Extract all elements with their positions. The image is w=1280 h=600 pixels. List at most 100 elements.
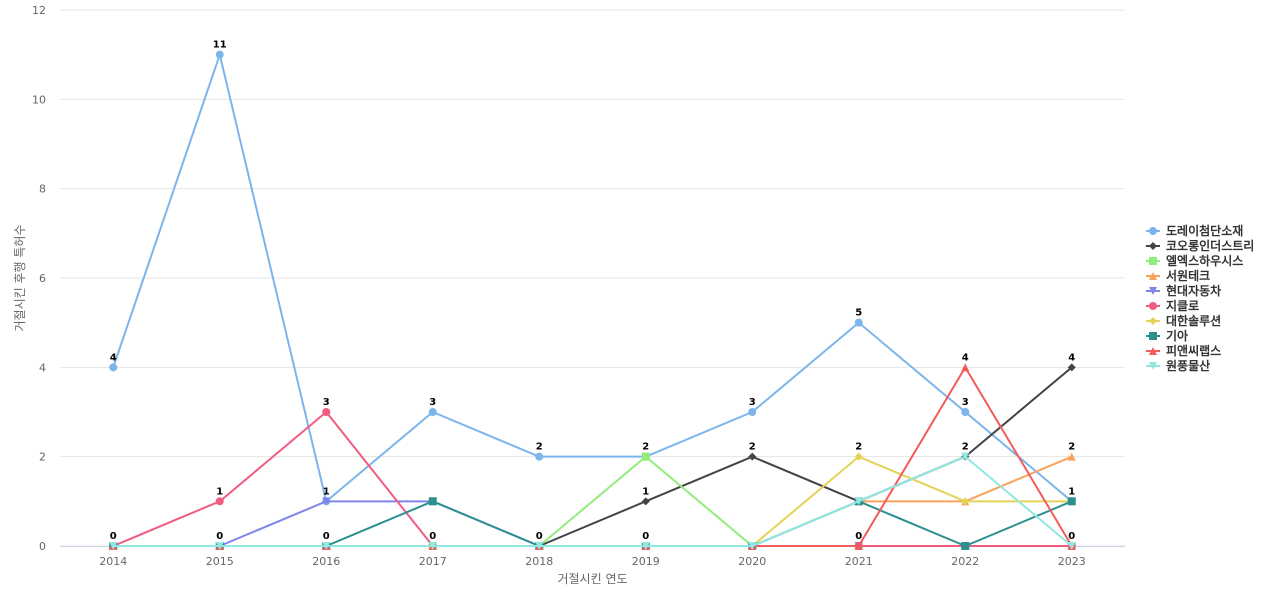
- legend: 도레이첨단소재코오롱인더스트리엘엑스하우시스서원테크현대자동차지클로대한솔루션기…: [1146, 223, 1254, 373]
- legend-label: 기아: [1166, 328, 1188, 343]
- data-point: [961, 497, 970, 506]
- legend-marker: [1149, 302, 1157, 310]
- legend-marker: [1149, 347, 1157, 355]
- data-label: 2: [642, 442, 649, 453]
- data-point: [854, 542, 863, 550]
- y-tick-label: 2: [39, 451, 46, 464]
- x-tick-label: 2016: [312, 555, 340, 568]
- data-label: 2: [1068, 442, 1075, 453]
- data-point: [641, 497, 650, 506]
- x-tick-label: 2017: [419, 555, 447, 568]
- legend-item[interactable]: 도레이첨단소재: [1146, 223, 1243, 238]
- gridlines: [60, 9, 1125, 547]
- data-point: [109, 542, 118, 550]
- legend-item[interactable]: 원풍물산: [1146, 358, 1210, 373]
- data-label: 2: [536, 442, 543, 453]
- y-tick-label: 0: [39, 540, 46, 553]
- legend-marker: [1149, 362, 1157, 370]
- x-axis-ticks: 2014 2015 2016 2017 2018 2019 2020 2021 2022 2023: [99, 555, 1086, 568]
- series-lines: [109, 50, 1076, 550]
- data-point: [322, 542, 331, 550]
- x-tick-label: 2014: [99, 555, 127, 568]
- legend-label: 원풍물산: [1166, 358, 1210, 373]
- data-point: [854, 318, 863, 327]
- legend-marker: [1149, 272, 1157, 280]
- x-tick-label: 2018: [525, 555, 553, 568]
- legend-item[interactable]: 엘엑스하우시스: [1146, 253, 1243, 268]
- data-label: 4: [1068, 352, 1075, 363]
- data-label: 0: [642, 531, 649, 542]
- legend-label: 현대자동차: [1166, 283, 1221, 298]
- data-point: [322, 408, 331, 416]
- data-point: [961, 363, 970, 372]
- data-point: [961, 452, 970, 461]
- data-point: [748, 542, 757, 550]
- series-line: [112, 53, 1073, 503]
- data-label: 5: [855, 308, 862, 319]
- legend-item[interactable]: 기아: [1146, 328, 1188, 343]
- data-point: [1067, 363, 1076, 372]
- data-label: 0: [110, 531, 117, 542]
- data-point: [428, 408, 437, 416]
- data-point: [428, 542, 437, 550]
- data-label: 2: [855, 442, 862, 453]
- y-axis-ticks: 0 2 4 6 8 10 12: [32, 4, 46, 553]
- data-point: [215, 497, 224, 506]
- data-point: [535, 452, 544, 461]
- data-label: 1: [323, 486, 330, 497]
- y-axis-title: 거절시킨 후행 특허수: [12, 225, 27, 332]
- data-label: 1: [1068, 486, 1075, 497]
- data-point: [641, 542, 650, 550]
- y-tick-label: 8: [39, 183, 46, 196]
- x-tick-label: 2019: [632, 555, 660, 568]
- data-point: [1067, 542, 1076, 550]
- data-label: 0: [536, 531, 543, 542]
- legend-item[interactable]: 코오롱인더스트리: [1146, 238, 1254, 253]
- data-label: 0: [855, 531, 862, 542]
- x-tick-label: 2021: [845, 555, 873, 568]
- data-label: 3: [962, 397, 969, 408]
- legend-marker: [1149, 332, 1157, 340]
- data-point: [854, 497, 863, 506]
- legend-marker: [1149, 242, 1157, 250]
- legend-label: 엘엑스하우시스: [1166, 253, 1243, 268]
- data-point: [748, 408, 757, 416]
- data-label: 0: [216, 531, 223, 542]
- data-label: 0: [1068, 531, 1075, 542]
- data-point: [109, 363, 118, 372]
- legend-item[interactable]: 지클로: [1146, 298, 1199, 313]
- data-label: 1: [216, 486, 223, 497]
- legend-item[interactable]: 현대자동차: [1146, 283, 1221, 298]
- legend-label: 코오롱인더스트리: [1166, 238, 1254, 253]
- series-9: [109, 452, 1076, 550]
- legend-item[interactable]: 피앤씨랩스: [1146, 343, 1221, 358]
- legend-marker: [1149, 227, 1157, 235]
- x-axis-title: 거절시킨 연도: [557, 572, 627, 586]
- data-point: [1067, 452, 1076, 461]
- legend-marker: [1149, 287, 1157, 295]
- legend-label: 도레이첨단소재: [1166, 223, 1243, 238]
- legend-marker: [1149, 257, 1157, 265]
- series-5: [109, 408, 1076, 550]
- data-point: [641, 452, 650, 461]
- data-label: 3: [429, 397, 436, 408]
- y-tick-label: 6: [39, 272, 46, 285]
- data-label: 11: [213, 40, 227, 51]
- x-tick-label: 2020: [738, 555, 766, 568]
- data-label: 2: [749, 442, 756, 453]
- data-point: [854, 452, 863, 461]
- data-point: [748, 452, 757, 461]
- x-tick-label: 2023: [1058, 555, 1086, 568]
- legend-marker: [1149, 317, 1157, 325]
- legend-item[interactable]: 서원테크: [1146, 268, 1210, 283]
- y-tick-label: 10: [32, 93, 46, 106]
- data-point: [961, 408, 970, 416]
- legend-label: 서원테크: [1166, 268, 1210, 283]
- y-tick-label: 4: [39, 361, 46, 374]
- legend-label: 지클로: [1166, 298, 1199, 313]
- legend-item[interactable]: 대한솔루션: [1146, 313, 1221, 328]
- data-point: [215, 542, 224, 550]
- data-point: [322, 497, 331, 506]
